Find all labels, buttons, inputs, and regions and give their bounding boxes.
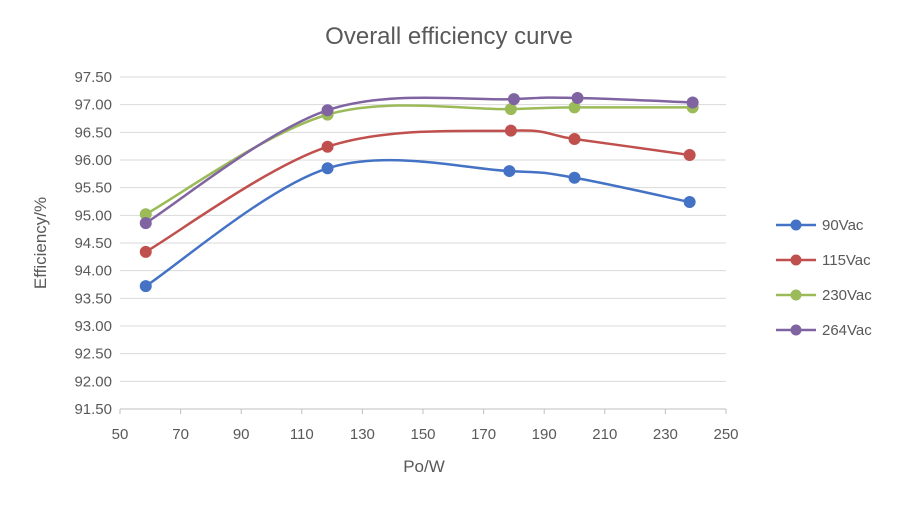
x-tick-label: 150 — [410, 426, 435, 443]
data-point — [139, 245, 152, 258]
series-264Vac — [139, 92, 699, 230]
x-tick-label: 70 — [172, 426, 189, 443]
legend-entry: 115Vac — [776, 252, 871, 269]
gridlines — [120, 76, 726, 410]
axes: 91.50 92.00 92.50 93.00 93.50 94.00 94.50 95.00… — [74, 69, 738, 443]
data-point — [683, 196, 696, 209]
data-point — [503, 165, 516, 178]
legend-marker — [790, 219, 802, 231]
legend-label: 230Vac — [822, 287, 872, 304]
legend-label: 264Vac — [822, 322, 872, 339]
y-tick-label: 92.50 — [74, 346, 112, 363]
data-point — [504, 124, 517, 137]
x-tick-label: 50 — [112, 426, 129, 443]
y-tick-label: 93.00 — [74, 318, 112, 335]
x-tick-label: 230 — [653, 426, 678, 443]
legend: 90Vac 115Vac 230Vac 264Vac — [776, 217, 872, 339]
y-tick-label: 94.00 — [74, 263, 112, 280]
y-tick-label: 95.00 — [74, 207, 112, 224]
data-point — [139, 280, 152, 293]
data-point — [504, 103, 517, 116]
legend-label: 115Vac — [822, 252, 871, 269]
data-point — [686, 96, 699, 109]
y-axis-title: Efficiency/% — [31, 197, 50, 289]
x-tick-label: 170 — [471, 426, 496, 443]
y-tick-label: 93.50 — [74, 290, 112, 307]
legend-marker — [790, 324, 802, 336]
legend-entry: 264Vac — [776, 322, 872, 339]
series-115Vac — [139, 124, 696, 258]
data-point — [683, 149, 696, 162]
x-axis-title: Po/W — [403, 457, 445, 476]
chart-title: Overall efficiency curve — [325, 23, 573, 50]
series-line — [144, 96, 694, 225]
data-point — [321, 104, 334, 117]
series-90Vac — [139, 158, 696, 293]
data-point — [507, 93, 520, 106]
data-point — [321, 140, 334, 153]
legend-marker — [790, 254, 802, 266]
legend-entry: 230Vac — [776, 287, 872, 304]
x-tick-label: 190 — [532, 426, 557, 443]
x-tick-label: 130 — [350, 426, 375, 443]
series-line — [144, 129, 691, 254]
x-tick-label: 250 — [713, 426, 738, 443]
y-tick-label: 96.50 — [74, 124, 112, 141]
y-tick-label: 91.50 — [74, 401, 112, 418]
y-tick-label: 96.00 — [74, 152, 112, 169]
x-tick-label: 90 — [233, 426, 250, 443]
y-tick-label: 92.00 — [74, 373, 112, 390]
data-point — [571, 92, 584, 105]
data-point — [568, 171, 581, 184]
legend-label: 90Vac — [822, 217, 864, 234]
legend-entry: 90Vac — [776, 217, 864, 234]
y-tick-label: 94.50 — [74, 235, 112, 252]
y-tick-label: 95.50 — [74, 180, 112, 197]
data-point — [139, 217, 152, 230]
series-line — [144, 158, 691, 288]
y-tick-label: 97.50 — [74, 69, 112, 86]
series-layer — [139, 92, 699, 293]
y-tick-label: 97.00 — [74, 97, 112, 114]
data-point — [321, 162, 334, 175]
legend-marker — [790, 289, 802, 301]
data-point — [568, 132, 581, 145]
x-tick-label: 110 — [290, 426, 314, 443]
x-tick-label: 210 — [592, 426, 617, 443]
